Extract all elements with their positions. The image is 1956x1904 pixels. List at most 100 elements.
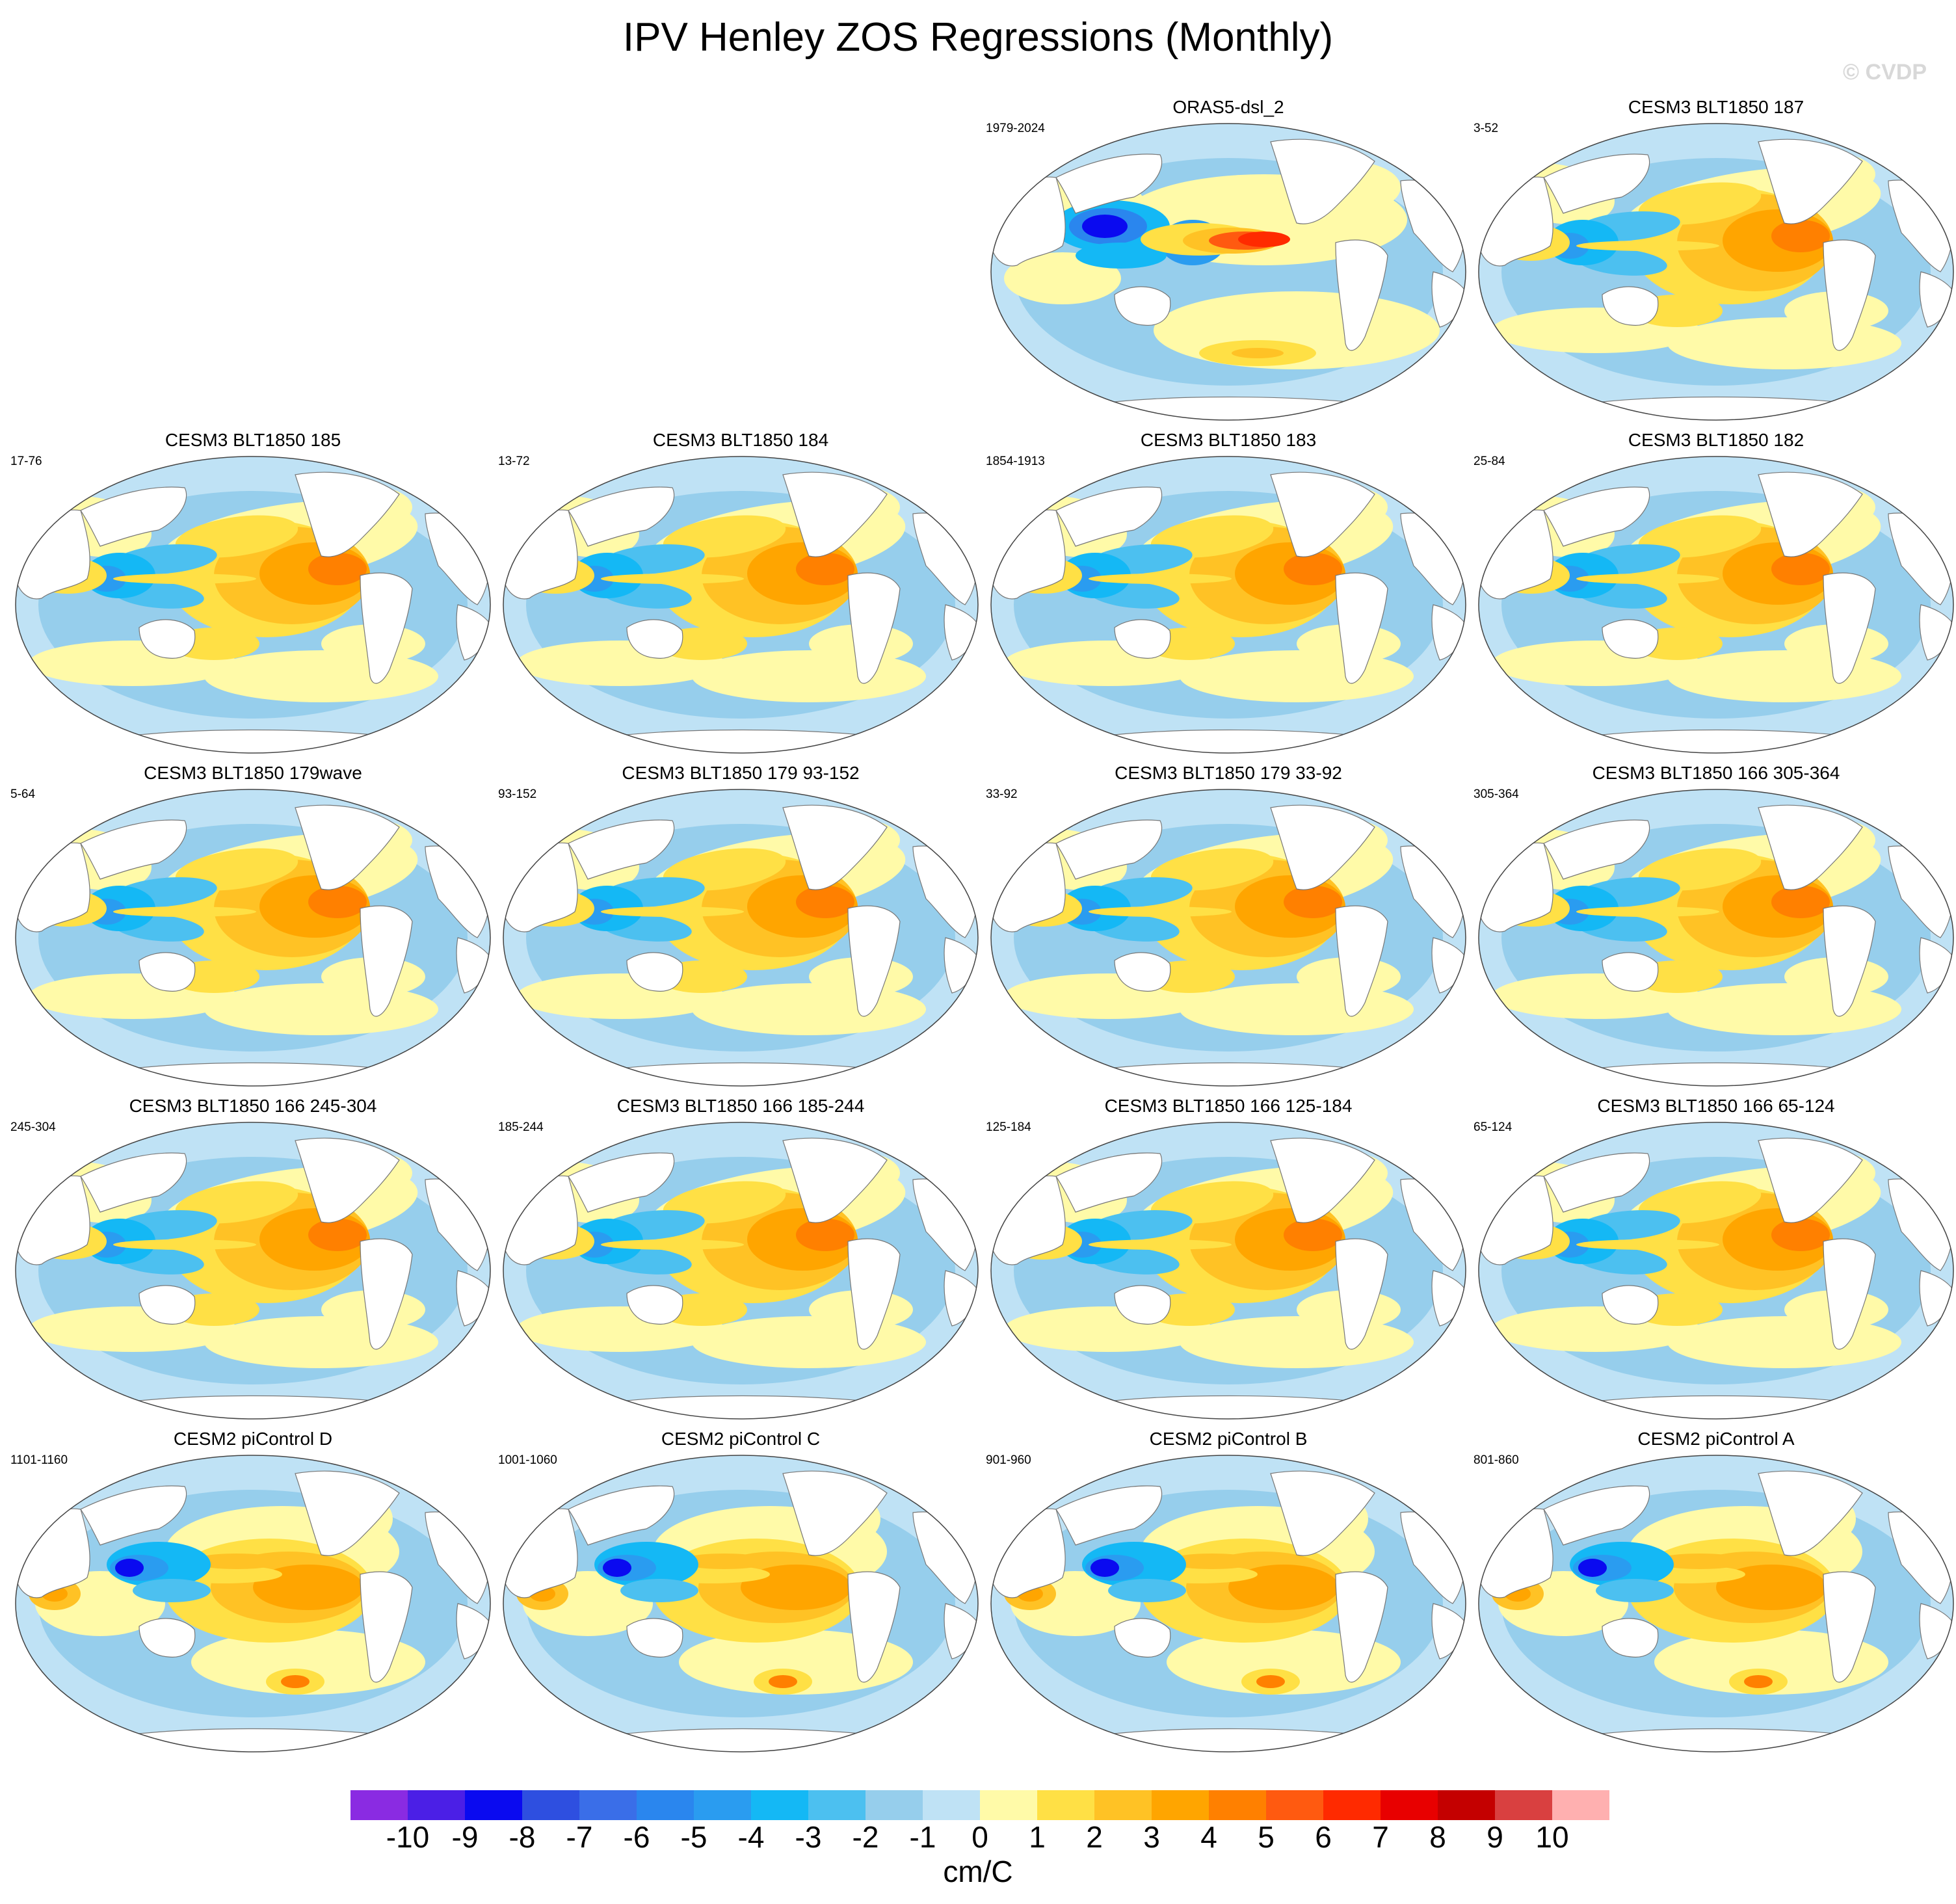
anomaly-blob bbox=[1576, 574, 1719, 584]
anomaly-blob bbox=[1089, 574, 1232, 584]
panel-years: 901-960 bbox=[986, 1453, 1031, 1467]
panel-years: 305-364 bbox=[1474, 787, 1519, 801]
panel-title: CESM3 BLT1850 179wave bbox=[144, 763, 362, 783]
land-mass bbox=[360, 1571, 413, 1683]
colorbar-tick-label: -1 bbox=[909, 1820, 936, 1854]
anomaly-blob bbox=[603, 1559, 631, 1577]
colorbar-tick-label: 10 bbox=[1535, 1820, 1569, 1854]
map-panel: CESM3 BLT1850 166 185-244 185-244 bbox=[497, 1095, 985, 1420]
colorbar-swatch bbox=[694, 1790, 751, 1820]
land-mass bbox=[568, 486, 675, 547]
colorbar-swatch bbox=[808, 1790, 866, 1820]
map-panel: CESM3 BLT1850 179 93-152 93-152 bbox=[497, 762, 985, 1087]
colorbar-tick-label: -2 bbox=[852, 1820, 879, 1854]
anomaly-blob bbox=[1771, 1219, 1830, 1251]
anomaly-blob bbox=[115, 1559, 144, 1577]
panel-title: CESM2 piControl B bbox=[1149, 1429, 1308, 1449]
land-mass bbox=[626, 1618, 683, 1658]
colorbar-tick-label: 1 bbox=[1029, 1820, 1046, 1854]
colorbar-tick-label: 4 bbox=[1200, 1820, 1217, 1854]
anomaly-blob bbox=[796, 886, 854, 918]
land-mass bbox=[1270, 1470, 1375, 1556]
land-mass bbox=[1602, 729, 1837, 753]
land-mass bbox=[295, 471, 400, 557]
land-mass bbox=[1055, 1485, 1163, 1546]
colorbar-tick-label: 6 bbox=[1315, 1820, 1332, 1854]
land-mass bbox=[1335, 1571, 1388, 1683]
panel-title: CESM3 BLT1850 179 93-152 bbox=[622, 763, 860, 783]
panel-title: CESM3 BLT1850 187 bbox=[1628, 97, 1804, 117]
panel-title: CESM3 BLT1850 179 33-92 bbox=[1115, 763, 1342, 783]
global-map bbox=[503, 1122, 979, 1420]
land-mass bbox=[1543, 486, 1650, 547]
anomaly-blob bbox=[308, 1219, 367, 1251]
anomaly-blob bbox=[769, 1675, 797, 1688]
land-mass bbox=[1758, 1470, 1863, 1556]
land-mass bbox=[1823, 1571, 1876, 1683]
land-mass bbox=[782, 471, 888, 557]
panel-title: CESM3 BLT1850 182 bbox=[1628, 430, 1804, 450]
colorbar-swatch bbox=[1381, 1790, 1438, 1820]
land-mass bbox=[360, 572, 413, 684]
anomaly-blob bbox=[1284, 1219, 1342, 1251]
global-map bbox=[990, 789, 1466, 1087]
land-mass bbox=[139, 952, 196, 992]
land-mass bbox=[1823, 239, 1876, 351]
colorbar-tick-label: -4 bbox=[737, 1820, 765, 1854]
land-mass bbox=[1602, 286, 1659, 326]
global-map bbox=[15, 789, 491, 1087]
map-panel: CESM3 BLT1850 185 17-76 bbox=[9, 429, 497, 754]
colorbar-tick-label: -7 bbox=[566, 1820, 593, 1854]
land-mass bbox=[80, 819, 187, 880]
anomaly-blob bbox=[1771, 886, 1830, 918]
anomaly-blob bbox=[796, 553, 854, 585]
land-mass bbox=[1270, 1137, 1375, 1223]
anomaly-blob bbox=[663, 1181, 786, 1224]
land-mass bbox=[295, 804, 400, 890]
map-border bbox=[15, 456, 491, 754]
map-border bbox=[503, 456, 979, 754]
map-panel: CESM3 BLT1850 166 305-364 305-364 bbox=[1472, 762, 1956, 1087]
anomaly-blob bbox=[191, 1554, 282, 1569]
colorbar-swatch bbox=[751, 1790, 808, 1820]
global-map bbox=[15, 1122, 491, 1420]
land-mass bbox=[847, 572, 901, 684]
anomaly-blob bbox=[1771, 220, 1830, 252]
colorbar-swatch bbox=[866, 1790, 923, 1820]
colorbar-swatch bbox=[350, 1790, 408, 1820]
map-panel: CESM2 piControl A 801-860 bbox=[1472, 1428, 1956, 1753]
land-mass bbox=[847, 905, 901, 1017]
global-map bbox=[15, 456, 491, 754]
anomaly-blob bbox=[1167, 1554, 1258, 1569]
panel-title: CESM3 BLT1850 166 305-364 bbox=[1592, 763, 1840, 783]
land-mass bbox=[1114, 729, 1349, 753]
anomaly-blob bbox=[308, 553, 367, 585]
map-panel: CESM3 BLT1850 184 13-72 bbox=[497, 429, 985, 754]
colorbar bbox=[350, 1790, 1610, 1821]
global-map bbox=[1478, 1455, 1954, 1752]
panel-years: 3-52 bbox=[1474, 122, 1499, 135]
panel-title: CESM2 piControl A bbox=[1637, 1429, 1795, 1449]
land-mass bbox=[80, 1485, 187, 1546]
land-mass bbox=[1335, 572, 1388, 684]
global-map bbox=[990, 123, 1466, 421]
panel-title: CESM2 piControl C bbox=[661, 1429, 821, 1449]
anomaly-blob bbox=[601, 1239, 744, 1250]
land-mass bbox=[1114, 952, 1171, 992]
land-mass bbox=[782, 1137, 888, 1223]
land-mass bbox=[139, 1285, 196, 1325]
anomaly-blob bbox=[1089, 906, 1232, 917]
anomaly-blob bbox=[1089, 1239, 1232, 1250]
colorbar-swatch bbox=[923, 1790, 980, 1820]
colorbar-swatch bbox=[637, 1790, 694, 1820]
anomaly-blob bbox=[1090, 1559, 1119, 1577]
map-panel: CESM3 BLT1850 166 245-304 245-304 bbox=[9, 1095, 497, 1420]
anomaly-blob bbox=[1576, 241, 1719, 251]
map-border bbox=[15, 1122, 491, 1420]
land-mass bbox=[80, 1152, 187, 1213]
panel-years: 1001-1060 bbox=[498, 1453, 557, 1467]
colorbar-swatch bbox=[1094, 1790, 1152, 1820]
land-mass bbox=[80, 486, 187, 547]
land-mass bbox=[295, 1137, 400, 1223]
anomaly-blob bbox=[1654, 1554, 1745, 1569]
